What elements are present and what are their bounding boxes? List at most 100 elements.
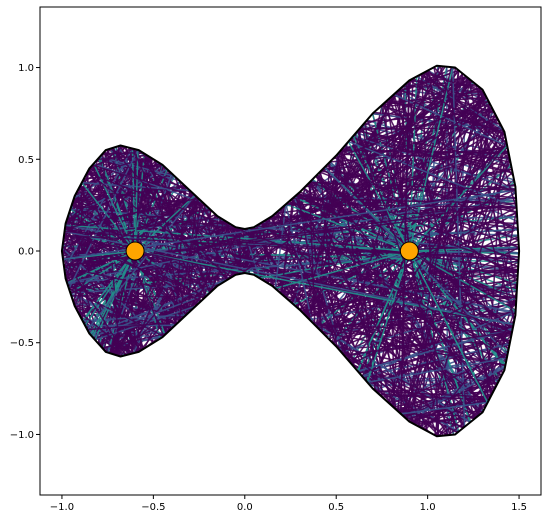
ray-segment xyxy=(347,94,486,361)
ray-segment xyxy=(347,141,411,252)
ray-segment xyxy=(356,250,411,372)
ray-segment xyxy=(280,198,294,294)
ray-segment xyxy=(64,197,199,230)
ray-segment xyxy=(393,94,494,394)
ray-segment xyxy=(209,227,240,294)
ray-segment xyxy=(297,192,519,268)
x-tick-label: 1.0 xyxy=(420,502,436,513)
ray-segment xyxy=(408,79,507,143)
ray-segment xyxy=(400,401,488,415)
ray-segment xyxy=(86,172,513,333)
source-points xyxy=(125,241,419,261)
ray-segment xyxy=(319,171,338,347)
ray-segment xyxy=(386,99,505,133)
ray-segment xyxy=(332,100,489,160)
ray-segment xyxy=(87,321,179,331)
ray-segment xyxy=(276,211,508,359)
ray-segment xyxy=(393,406,449,436)
ray-segment xyxy=(308,182,316,325)
source-point xyxy=(125,241,145,261)
ray-segment xyxy=(393,93,508,147)
y-tick-label: 0.5 xyxy=(18,155,34,166)
ray-segment xyxy=(285,203,517,209)
ray-segment xyxy=(81,182,136,252)
ray-segment xyxy=(91,250,136,338)
ray-segment xyxy=(314,324,513,333)
ray-segment xyxy=(424,319,516,431)
ray-segment xyxy=(242,228,261,279)
ray-segment xyxy=(279,88,401,294)
y-axis-ticks: −1.0 −0.5 0.0 0.5 1.0 xyxy=(10,63,40,441)
ray-segment xyxy=(351,278,518,365)
ray-segment xyxy=(423,72,485,94)
ray-segment xyxy=(63,148,134,270)
ray-segment xyxy=(85,174,145,350)
ray-segment xyxy=(367,357,507,384)
ray-segment xyxy=(373,111,501,125)
ray-segment xyxy=(134,194,196,252)
ray-segment xyxy=(63,234,242,275)
ray-segment xyxy=(67,168,168,218)
ray-segment xyxy=(78,188,206,207)
ray-segment xyxy=(292,197,517,205)
ray-segment xyxy=(68,286,183,320)
ray-segment xyxy=(68,287,164,337)
ray-segment xyxy=(325,165,519,241)
y-tick-label: 1.0 xyxy=(18,63,34,74)
ray-segment xyxy=(386,100,440,437)
ray-segment xyxy=(349,139,518,214)
ray-segment xyxy=(309,181,516,191)
ray-segment xyxy=(408,76,418,252)
ray-paths xyxy=(61,65,520,437)
ray-segment xyxy=(389,92,485,405)
ray-segment xyxy=(294,195,519,272)
x-axis-ticks: −1.0 −0.5 0.0 0.5 1.0 1.5 xyxy=(50,495,527,513)
ray-segment xyxy=(322,332,506,367)
ray-segment xyxy=(195,223,231,307)
ray-segment xyxy=(64,226,206,298)
ray-segment xyxy=(290,199,449,436)
ray-segment xyxy=(82,314,187,322)
ray-segment xyxy=(317,311,516,329)
ray-segment xyxy=(333,156,518,280)
ray-segment xyxy=(134,250,514,326)
ray-segment xyxy=(86,194,196,331)
ray-segment xyxy=(338,86,481,153)
ray-segment xyxy=(343,72,425,356)
ray-segment xyxy=(304,259,519,316)
ray-segment xyxy=(408,250,489,403)
ray-segment xyxy=(361,135,506,377)
ray-segment xyxy=(76,309,132,355)
ray-segment xyxy=(366,250,411,383)
ray-segment xyxy=(61,255,127,356)
ray-segment xyxy=(384,93,485,104)
ray-segment xyxy=(285,203,410,252)
y-tick-label: −1.0 xyxy=(10,430,34,441)
source-point xyxy=(399,241,419,261)
ray-segment xyxy=(189,190,206,298)
ray-segment xyxy=(201,202,235,276)
ray-segment xyxy=(130,197,199,355)
ray-segment xyxy=(63,266,206,299)
ray-segment xyxy=(178,198,199,323)
ray-segment xyxy=(361,310,516,377)
y-tick-label: 0.0 xyxy=(18,247,34,258)
ray-segment xyxy=(408,77,470,82)
ray-segment xyxy=(238,227,242,274)
ray-segment xyxy=(92,292,211,338)
ray-segment xyxy=(418,395,492,428)
ray-segment xyxy=(348,140,517,208)
ray-segment xyxy=(195,196,229,280)
x-tick-label: −0.5 xyxy=(141,502,165,513)
ray-segment xyxy=(218,217,242,275)
ray-segment xyxy=(389,353,508,405)
ray-segment xyxy=(357,130,511,163)
y-tick-label: −0.5 xyxy=(10,338,34,349)
ray-segment xyxy=(421,73,506,137)
ray-segment xyxy=(375,390,491,398)
ray-segment xyxy=(307,206,517,319)
x-tick-label: 1.5 xyxy=(511,502,527,513)
x-tick-label: −1.0 xyxy=(50,502,74,513)
x-tick-label: 0.0 xyxy=(237,502,253,513)
